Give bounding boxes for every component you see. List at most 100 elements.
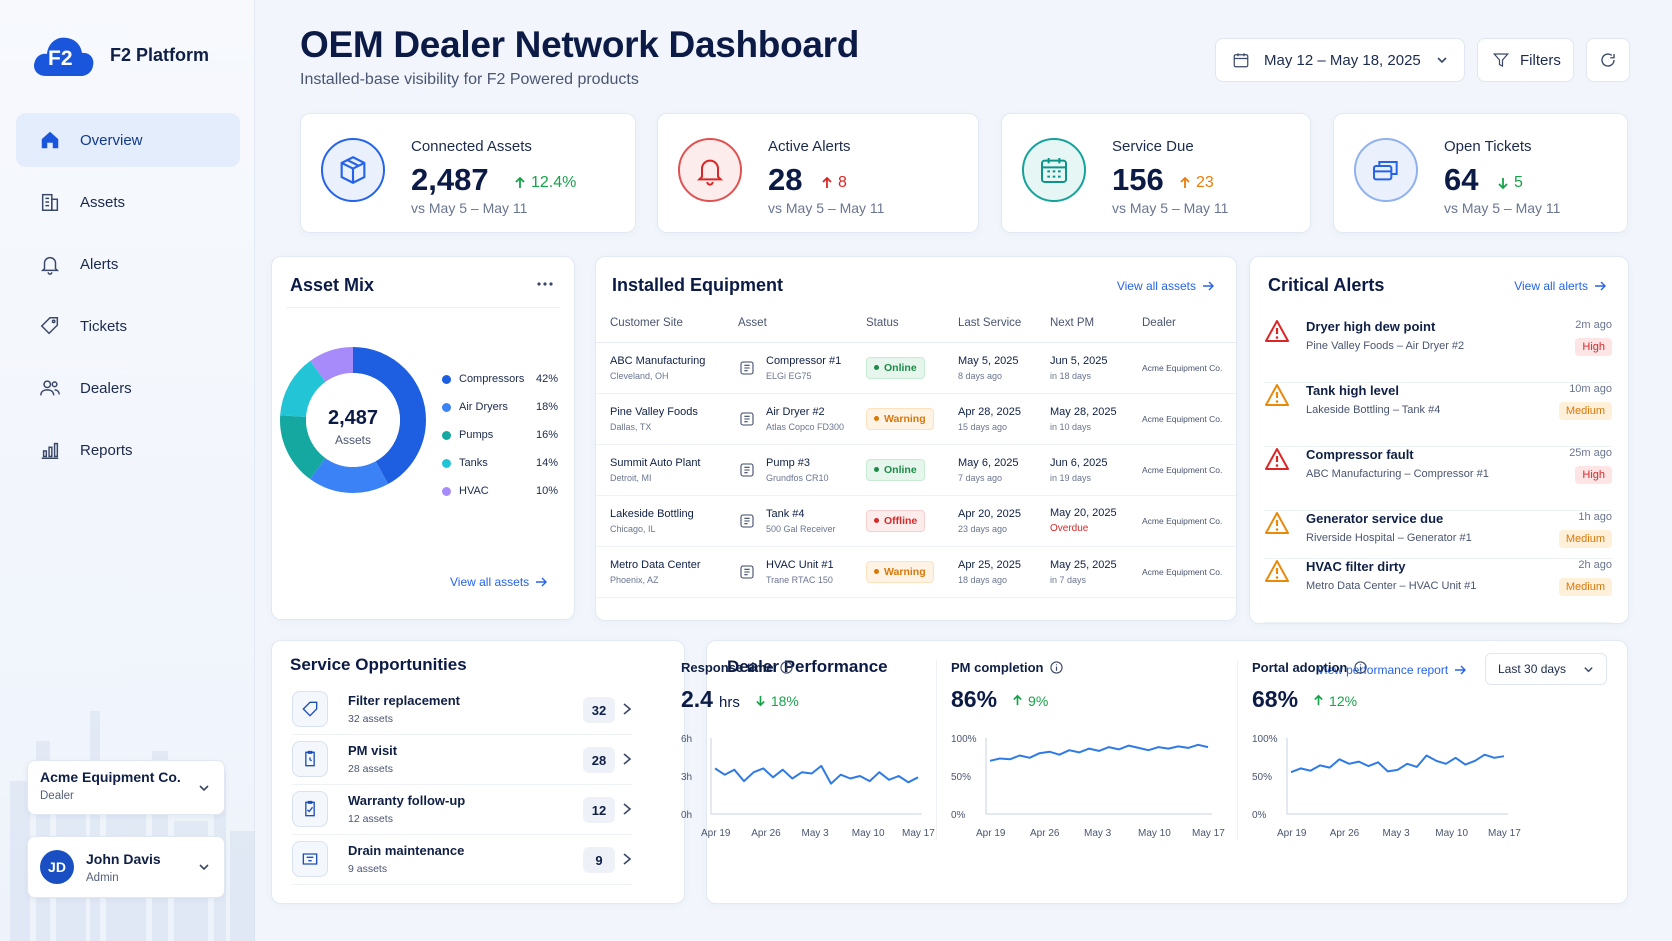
metric-panel: Response time 2.4 hrs 18% 6h 3h 0h Apr 19 Apr 26…	[681, 660, 961, 855]
view-all-assets-link[interactable]: View all assets	[450, 575, 548, 589]
info-icon[interactable]	[1354, 661, 1367, 674]
sidebar-item-dealers[interactable]: Dealers	[16, 361, 240, 415]
asset-mix-card: Asset Mix 2,487 Assets Compressors 42% Air…	[271, 256, 575, 620]
site-location: Cleveland, OH	[610, 370, 669, 381]
legend-item[interactable]: Tanks 14%	[442, 449, 558, 477]
donut-slice[interactable]	[280, 347, 426, 493]
legend-swatch	[442, 374, 451, 384]
alert-item[interactable]: Dryer high dew point Pine Valley Foods – …	[1264, 319, 1612, 383]
period-select[interactable]: Last 30 days	[1485, 653, 1607, 685]
logo-mark-text: F2	[48, 47, 73, 70]
asset-model: 500 Gal Receiver	[766, 523, 836, 534]
legend-item[interactable]: Air Dryers 18%	[442, 393, 558, 421]
arrow-up-icon	[1314, 694, 1323, 706]
column-header[interactable]: Status	[852, 305, 944, 343]
arrow-right-icon	[1203, 281, 1214, 291]
last-service-ago: 15 days ago	[958, 421, 1008, 432]
divider	[286, 307, 560, 308]
tag-icon	[292, 691, 328, 727]
alert-item[interactable]: Generator service due Riverside Hospital …	[1264, 511, 1612, 559]
donut-slice[interactable]	[280, 347, 426, 493]
metric-value-row: 2.4 hrs 18%	[681, 686, 799, 713]
column-header[interactable]: Asset	[724, 305, 852, 343]
last-service-ago: 8 days ago	[958, 370, 1003, 381]
status-label: Warning	[884, 565, 926, 578]
table-row[interactable]: Pine Valley Foods Dallas, TX Air Dryer #2 A…	[596, 393, 1236, 445]
severity-badge: High	[1575, 338, 1612, 356]
donut-slice[interactable]	[280, 347, 426, 493]
alert-time: 1h ago	[1578, 511, 1612, 523]
opportunity-item[interactable]: Filter replacement 32 assets 32	[292, 687, 632, 735]
user-name: John Davis	[86, 850, 161, 867]
table-row[interactable]: ABC Manufacturing Cleveland, OH Compressor…	[596, 342, 1236, 394]
column-header[interactable]: Dealer	[1128, 305, 1236, 343]
legend-item[interactable]: Pumps 16%	[442, 421, 558, 449]
metric-label: Response time	[681, 660, 794, 675]
refresh-button[interactable]	[1586, 38, 1630, 82]
x-tick-label: May 10	[1435, 828, 1468, 839]
info-icon[interactable]	[1050, 661, 1064, 674]
more-options-icon[interactable]	[536, 281, 554, 287]
alert-item[interactable]: HVAC filter dirty Metro Data Center – HVA…	[1264, 559, 1612, 623]
kpi-connected-assets[interactable]: Connected Assets 2,487 12.4% vs May 5 – …	[300, 113, 636, 233]
column-header[interactable]: Customer Site	[596, 305, 724, 343]
sidebar-item-assets[interactable]: Assets	[16, 175, 240, 229]
alert-item[interactable]: Tank high level Lakeside Bottling – Tank …	[1264, 383, 1612, 447]
table-row[interactable]: Summit Auto Plant Detroit, MI Pump #3 Grund…	[596, 444, 1236, 496]
column-header[interactable]: Last Service	[944, 305, 1036, 343]
app-logo[interactable]: F2 F2 Platform	[32, 30, 209, 80]
legend-value: 18%	[535, 401, 558, 413]
sparkline-series	[989, 743, 1209, 762]
opportunity-item[interactable]: Warranty follow-up 12 assets 12	[292, 787, 632, 835]
user-menu[interactable]: JD John Davis Admin	[27, 836, 225, 898]
alert-item[interactable]: Compressor fault ABC Manufacturing – Comp…	[1264, 447, 1612, 511]
opportunity-item[interactable]: PM visit 28 assets 28	[292, 737, 632, 785]
dealer-performance-card: Dealer Performance View performance repo…	[706, 640, 1628, 904]
column-header[interactable]: Next PM	[1036, 305, 1128, 343]
divider	[936, 660, 937, 840]
metric-delta-value: 18%	[770, 692, 799, 709]
metric-label: Portal adoption	[1252, 660, 1367, 675]
dealer-switcher[interactable]: Acme Equipment Co. Dealer	[27, 760, 225, 815]
x-tick-label: May 17	[1192, 828, 1225, 839]
status-badge: Online	[866, 458, 925, 481]
status-cell: Online	[852, 444, 944, 496]
table-row[interactable]: Metro Data Center Phoenix, AZ HVAC Unit #1…	[596, 546, 1236, 598]
sidebar-item-reports[interactable]: Reports	[16, 423, 240, 477]
last-service-ago: 23 days ago	[958, 523, 1008, 534]
opportunity-item[interactable]: Drain maintenance 9 assets 9	[292, 837, 632, 885]
y-tick-label: 0%	[1252, 810, 1267, 821]
sidebar-item-tickets[interactable]: Tickets	[16, 299, 240, 353]
sidebar-item-label: Tickets	[80, 317, 127, 335]
opportunity-sub: 12 assets	[348, 813, 393, 825]
sparkline-chart: 6h 3h 0h Apr 19 Apr 26 May 3 May 10 May 17	[681, 734, 935, 839]
filters-button[interactable]: Filters	[1477, 38, 1574, 82]
legend-swatch	[442, 430, 451, 440]
kpi-open-tickets[interactable]: Open Tickets 64 5 vs May 5 – May 11	[1333, 113, 1628, 233]
date-range-picker[interactable]: May 12 – May 18, 2025	[1215, 38, 1465, 82]
view-all-equipment-link[interactable]: View all assets	[1117, 279, 1214, 293]
drain-icon	[292, 841, 328, 877]
status-cell: Offline	[852, 495, 944, 547]
site-location: Dallas, TX	[610, 421, 652, 432]
status-cell: Online	[852, 342, 944, 394]
asset-model: Trane RTAC 150	[766, 574, 833, 585]
chevron-down-icon	[199, 784, 209, 791]
sidebar-item-overview[interactable]: Overview	[16, 113, 240, 167]
legend-item[interactable]: Compressors 42%	[442, 365, 558, 393]
legend-label: Tanks	[459, 457, 488, 469]
legend-item[interactable]: HVAC 10%	[442, 477, 558, 505]
tank-icon	[740, 513, 754, 528]
legend-value: 42%	[535, 373, 558, 385]
table-row[interactable]: Lakeside Bottling Chicago, IL Tank #4 500 G…	[596, 495, 1236, 547]
info-icon[interactable]	[780, 661, 794, 674]
kpi-active-alerts[interactable]: Active Alerts 28 8 vs May 5 – May 11	[657, 113, 979, 233]
sidebar-item-label: Dealers	[80, 379, 132, 397]
view-performance-report-link[interactable]: View performance report	[1317, 663, 1467, 677]
sidebar-item-alerts[interactable]: Alerts	[16, 237, 240, 291]
view-all-alerts-link[interactable]: View all alerts	[1514, 279, 1606, 293]
chevron-right-icon	[623, 803, 632, 815]
kpi-service-due[interactable]: Service Due 156 23 vs May 5 – May 11	[1001, 113, 1311, 233]
air-dryer-icon	[740, 411, 754, 426]
y-tick-label: 100%	[951, 734, 977, 745]
